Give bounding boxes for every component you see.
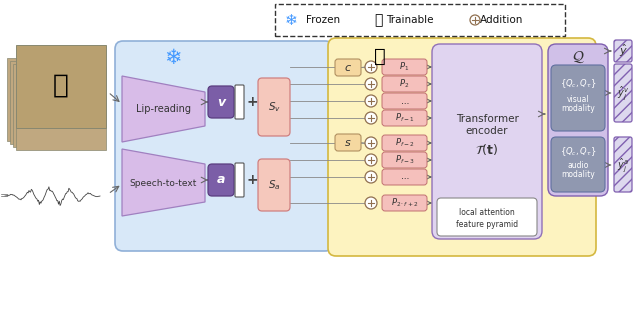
Bar [7,58,97,141]
Text: $P_1$: $P_1$ [399,61,410,73]
Text: $S_a$: $S_a$ [268,178,280,192]
FancyBboxPatch shape [382,135,427,151]
Text: Lip-reading: Lip-reading [136,104,191,114]
Text: $P_{f-2}$: $P_{f-2}$ [395,137,414,149]
Text: $\hat{y}_j^v$: $\hat{y}_j^v$ [617,84,629,102]
Text: $\mathcal{T}(\mathbf{t})$: $\mathcal{T}(\mathbf{t})$ [476,142,499,156]
FancyBboxPatch shape [551,137,605,192]
Text: v: v [217,95,225,109]
Text: Transformer: Transformer [456,114,518,124]
FancyBboxPatch shape [235,163,244,197]
Text: visual: visual [566,95,589,104]
Text: $\cdots$: $\cdots$ [400,96,409,106]
Text: =: = [0,191,9,201]
FancyBboxPatch shape [382,169,427,185]
Text: feature pyramid: feature pyramid [456,220,518,230]
Text: a: a [217,174,225,187]
Text: modality: modality [561,171,595,180]
FancyBboxPatch shape [382,76,427,92]
Text: 🔥: 🔥 [374,13,382,27]
Text: $\mathcal{Q}$: $\mathcal{Q}$ [572,49,584,65]
FancyBboxPatch shape [382,195,427,211]
FancyBboxPatch shape [335,59,361,76]
FancyBboxPatch shape [614,137,632,192]
Text: $\hat{y}$: $\hat{y}$ [618,43,627,59]
Text: audio: audio [567,161,589,171]
Polygon shape [122,149,205,216]
Text: $P_{f-3}$: $P_{f-3}$ [395,154,414,166]
Text: 🔥: 🔥 [374,46,386,66]
Text: Trainable: Trainable [387,15,434,25]
FancyBboxPatch shape [235,85,244,119]
FancyBboxPatch shape [115,41,333,251]
FancyBboxPatch shape [208,164,234,196]
Text: ❄: ❄ [285,13,298,28]
Text: Frozen: Frozen [306,15,340,25]
Bar [10,61,100,144]
Bar [275,4,565,36]
Circle shape [365,61,377,73]
FancyBboxPatch shape [551,65,605,131]
FancyBboxPatch shape [382,93,427,109]
FancyBboxPatch shape [258,78,290,136]
Bar [13,64,103,147]
FancyBboxPatch shape [382,110,427,126]
Text: $\cdots$: $\cdots$ [400,172,409,181]
Text: modality: modality [561,104,595,112]
Text: +: + [246,95,258,109]
FancyBboxPatch shape [614,64,632,122]
FancyBboxPatch shape [382,59,427,75]
FancyBboxPatch shape [208,86,234,118]
Circle shape [365,78,377,90]
Text: $P_{2\cdot f+2}$: $P_{2\cdot f+2}$ [391,197,418,209]
Circle shape [470,15,480,25]
Text: $\{Q_c, Q_\tau\}$: $\{Q_c, Q_\tau\}$ [560,146,596,158]
Text: $\{Q_c, Q_\tau\}$: $\{Q_c, Q_\tau\}$ [560,78,596,90]
Bar [16,67,106,150]
Circle shape [365,197,377,209]
Text: $\hat{y}_j^a$: $\hat{y}_j^a$ [617,156,629,174]
Bar [16,45,106,128]
FancyBboxPatch shape [328,38,596,256]
Text: s: s [345,138,351,148]
FancyBboxPatch shape [335,134,361,151]
FancyBboxPatch shape [432,44,542,239]
Circle shape [365,154,377,166]
Text: 👩: 👩 [53,73,69,99]
Text: $P_{f-1}$: $P_{f-1}$ [395,112,414,124]
Text: +: + [246,173,258,187]
FancyBboxPatch shape [548,44,608,196]
FancyBboxPatch shape [382,152,427,168]
Circle shape [365,171,377,183]
Text: encoder: encoder [466,126,508,136]
Circle shape [365,137,377,149]
Text: c: c [345,62,351,73]
FancyBboxPatch shape [437,198,537,236]
Text: Addition: Addition [480,15,524,25]
Circle shape [365,95,377,107]
Text: local attention: local attention [459,208,515,218]
Text: $S_v$: $S_v$ [268,100,280,114]
FancyBboxPatch shape [258,159,290,211]
Circle shape [365,112,377,124]
Text: ❄: ❄ [164,48,182,68]
FancyBboxPatch shape [614,40,632,62]
Text: Speech-to-text: Speech-to-text [129,180,196,188]
Polygon shape [122,76,205,142]
Text: $P_2$: $P_2$ [399,78,410,90]
